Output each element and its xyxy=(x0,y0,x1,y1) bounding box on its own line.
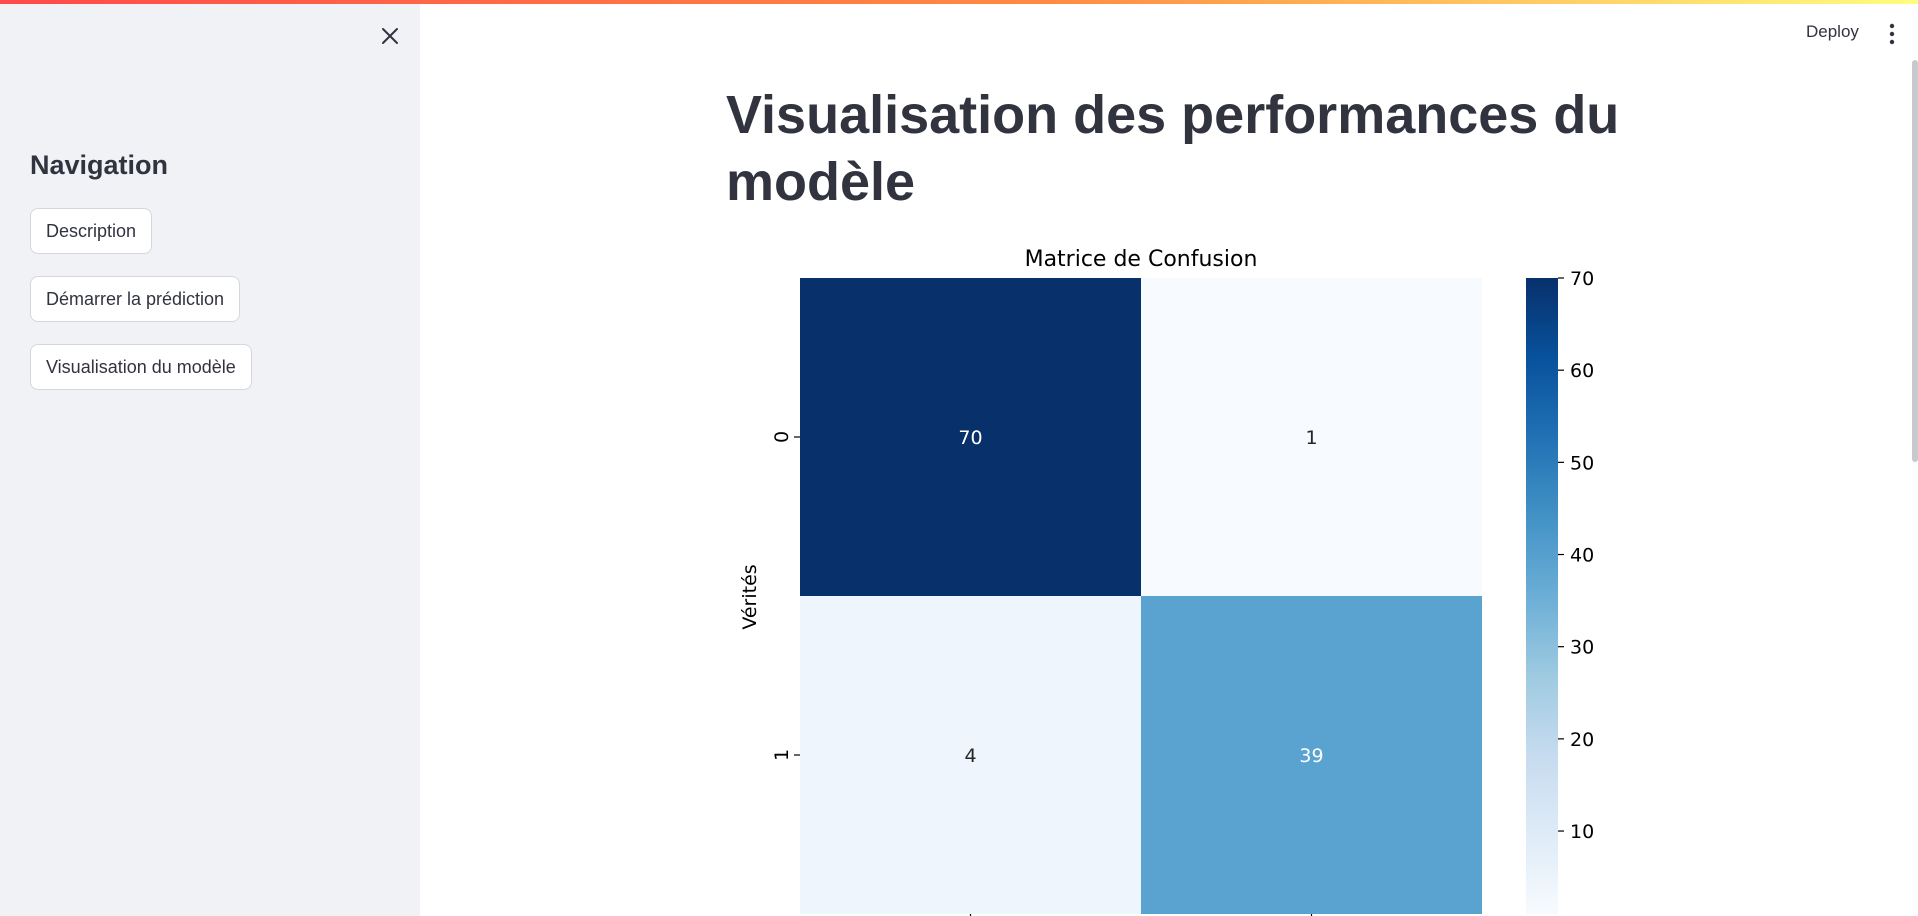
top-accent-bar xyxy=(0,0,1918,4)
kebab-menu-icon xyxy=(1889,23,1895,45)
nav-button-model-visualization[interactable]: Visualisation du modèle xyxy=(30,344,252,390)
sidebar-title: Navigation xyxy=(30,150,169,180)
heatmap-cell-label-1-1: 39 xyxy=(1299,745,1323,767)
main-menu-button[interactable] xyxy=(1886,22,1898,46)
heatmap-cell-1-0 xyxy=(800,596,1141,914)
heatmap-cell-label-1-0: 4 xyxy=(964,745,976,767)
heatmap-cell-label-0-1: 1 xyxy=(1305,427,1317,449)
page-title: Visualisation des performances du modèle xyxy=(726,85,1620,212)
y-axis-label: Vérités xyxy=(739,564,761,629)
scrollbar[interactable] xyxy=(1912,60,1918,462)
heatmap-cell-0-1 xyxy=(1141,278,1482,596)
colorbar-tick-label-6: 70 xyxy=(1570,268,1594,290)
confusion-matrix-chart: Matrice de Confusion Vérités 70 1 4 39 0 1 1… xyxy=(739,247,1594,916)
colorbar-tick-label-0: 10 xyxy=(1570,821,1594,843)
close-icon xyxy=(382,28,398,44)
colorbar-tick-label-3: 40 xyxy=(1570,545,1594,567)
colorbar-tick-label-2: 30 xyxy=(1570,637,1594,659)
sidebar: Navigation Description Démarrer la prédi… xyxy=(0,0,420,916)
y-tick-label-1: 1 xyxy=(771,749,793,761)
colorbar-tick-label-4: 50 xyxy=(1570,452,1594,474)
chart-title: Matrice de Confusion xyxy=(1025,247,1258,272)
deploy-button[interactable]: Deploy xyxy=(1806,22,1859,41)
colorbar-tick-label-5: 60 xyxy=(1570,360,1594,382)
colorbar-tick-label-1: 20 xyxy=(1570,729,1594,751)
y-tick-label-0: 0 xyxy=(771,431,793,443)
colorbar xyxy=(1526,278,1558,914)
nav-button-start-prediction[interactable]: Démarrer la prédiction xyxy=(30,276,241,322)
nav-button-description[interactable]: Description xyxy=(30,208,153,254)
heatmap-cell-0-0 xyxy=(800,278,1141,596)
heatmap-cell-label-0-0: 70 xyxy=(958,427,982,449)
close-sidebar-button[interactable] xyxy=(376,22,404,50)
heatmap-cell-1-1 xyxy=(1141,596,1482,914)
